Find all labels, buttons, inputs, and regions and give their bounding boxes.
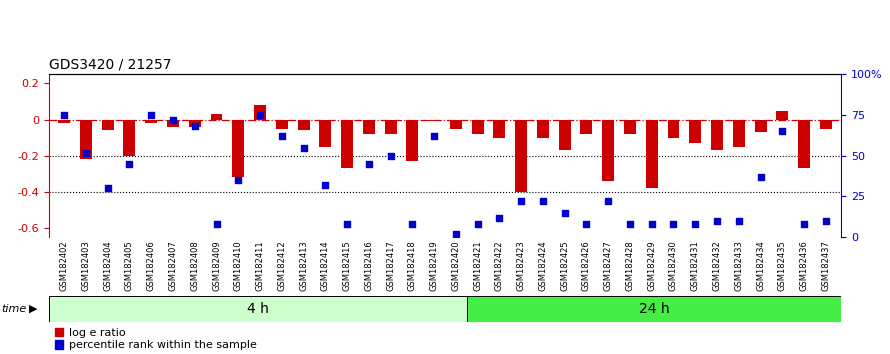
- Bar: [798, 120, 810, 169]
- Point: [231, 177, 246, 183]
- Bar: [537, 120, 549, 138]
- Bar: [515, 120, 527, 192]
- Bar: [820, 120, 832, 129]
- Point: [296, 145, 311, 150]
- Bar: [689, 120, 701, 143]
- Bar: [189, 120, 201, 127]
- Text: time: time: [1, 304, 26, 314]
- Bar: [603, 120, 614, 181]
- Point: [514, 199, 529, 204]
- Bar: [320, 120, 331, 147]
- Bar: [211, 114, 222, 120]
- Bar: [776, 110, 789, 120]
- Point: [688, 221, 702, 227]
- FancyBboxPatch shape: [49, 296, 466, 322]
- Legend: log e ratio, percentile rank within the sample: log e ratio, percentile rank within the …: [54, 328, 257, 350]
- Point: [449, 231, 463, 237]
- Point: [667, 221, 681, 227]
- Point: [536, 199, 550, 204]
- Point: [209, 221, 223, 227]
- Point: [319, 182, 333, 188]
- Point: [166, 117, 180, 123]
- Bar: [755, 120, 766, 132]
- Point: [797, 221, 811, 227]
- Bar: [232, 120, 244, 177]
- Point: [601, 199, 615, 204]
- Bar: [341, 120, 353, 169]
- Point: [644, 221, 659, 227]
- Point: [361, 161, 376, 167]
- Bar: [80, 120, 92, 159]
- Bar: [450, 120, 462, 129]
- Point: [253, 112, 267, 118]
- Text: ▶: ▶: [29, 304, 38, 314]
- Point: [144, 112, 158, 118]
- Bar: [624, 120, 636, 134]
- Bar: [668, 120, 679, 138]
- Bar: [559, 120, 570, 150]
- Bar: [58, 120, 70, 123]
- Point: [384, 153, 398, 159]
- Point: [732, 218, 746, 224]
- Point: [405, 221, 419, 227]
- Point: [340, 221, 354, 227]
- Bar: [254, 105, 266, 120]
- Text: 4 h: 4 h: [247, 302, 269, 316]
- Bar: [297, 120, 310, 130]
- Bar: [101, 120, 114, 130]
- Bar: [732, 120, 745, 147]
- Bar: [384, 120, 397, 134]
- Point: [79, 150, 93, 155]
- Point: [427, 133, 441, 139]
- Point: [579, 221, 594, 227]
- Bar: [167, 120, 179, 127]
- Point: [710, 218, 724, 224]
- Point: [775, 129, 789, 134]
- Bar: [363, 120, 375, 134]
- Point: [471, 221, 485, 227]
- Point: [754, 174, 768, 180]
- Point: [188, 124, 202, 129]
- Point: [819, 218, 833, 224]
- Point: [492, 215, 506, 221]
- Text: 24 h: 24 h: [639, 302, 669, 316]
- Bar: [472, 120, 483, 134]
- FancyBboxPatch shape: [466, 296, 841, 322]
- Point: [557, 210, 571, 216]
- Point: [623, 221, 637, 227]
- Point: [57, 112, 71, 118]
- Point: [122, 161, 136, 167]
- Bar: [646, 120, 658, 188]
- Bar: [493, 120, 506, 138]
- Bar: [124, 120, 135, 156]
- Bar: [276, 120, 287, 129]
- Text: GDS3420 / 21257: GDS3420 / 21257: [49, 58, 172, 72]
- Point: [101, 185, 115, 191]
- Bar: [145, 120, 158, 123]
- Bar: [711, 120, 723, 150]
- Bar: [407, 120, 418, 161]
- Bar: [428, 120, 440, 121]
- Bar: [580, 120, 593, 134]
- Point: [275, 133, 289, 139]
